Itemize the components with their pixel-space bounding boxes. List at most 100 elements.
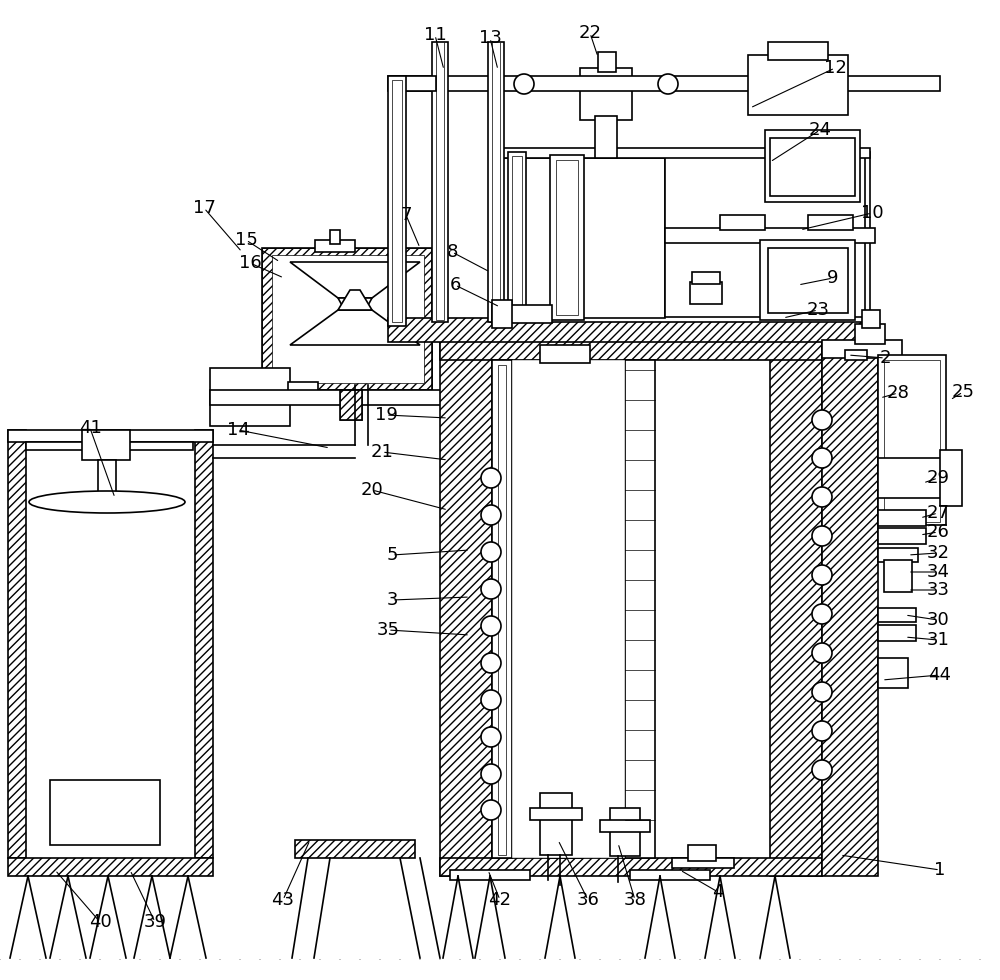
Circle shape — [481, 690, 501, 710]
Text: 5: 5 — [386, 546, 398, 564]
Circle shape — [481, 468, 501, 488]
Bar — [488, 42, 504, 322]
Bar — [665, 155, 865, 317]
Bar — [432, 42, 448, 322]
Bar — [390, 76, 940, 91]
Bar — [690, 282, 722, 304]
Bar — [492, 360, 512, 858]
Circle shape — [812, 721, 832, 741]
Bar — [295, 840, 415, 858]
Bar — [288, 382, 318, 394]
Bar — [598, 52, 616, 72]
Text: 28: 28 — [887, 384, 909, 402]
Text: 29: 29 — [926, 469, 950, 487]
Bar — [330, 230, 340, 244]
Circle shape — [481, 505, 501, 525]
Text: 44: 44 — [928, 666, 952, 684]
Bar — [540, 793, 572, 855]
Text: 2: 2 — [879, 349, 891, 367]
Text: 19: 19 — [375, 406, 397, 424]
Bar — [8, 430, 213, 442]
Bar — [50, 780, 160, 845]
Bar — [878, 528, 926, 544]
Circle shape — [481, 764, 501, 784]
Text: 33: 33 — [926, 581, 950, 599]
Bar — [720, 215, 765, 230]
Polygon shape — [338, 298, 372, 320]
Bar — [770, 138, 855, 196]
Circle shape — [812, 643, 832, 663]
Bar — [878, 608, 916, 622]
Bar — [878, 355, 946, 525]
Text: 14: 14 — [227, 421, 249, 439]
Bar — [490, 148, 870, 158]
Circle shape — [481, 727, 501, 747]
Bar — [768, 248, 848, 313]
Bar — [595, 116, 617, 158]
Circle shape — [812, 682, 832, 702]
Bar — [450, 870, 530, 880]
Bar — [748, 55, 848, 115]
Text: 34: 34 — [926, 563, 950, 581]
Bar — [688, 845, 716, 861]
Bar — [878, 458, 946, 498]
Text: 20: 20 — [361, 481, 383, 499]
Bar — [528, 78, 586, 90]
Bar — [530, 808, 582, 820]
Circle shape — [812, 410, 832, 430]
Bar — [388, 76, 436, 91]
Bar — [672, 858, 734, 868]
Text: 23: 23 — [806, 301, 830, 319]
Text: 13: 13 — [479, 29, 501, 47]
Bar — [878, 625, 916, 641]
Bar — [8, 430, 26, 858]
Bar — [548, 360, 583, 858]
Bar — [82, 430, 130, 460]
Polygon shape — [338, 290, 372, 310]
Bar — [492, 305, 552, 323]
Circle shape — [481, 653, 501, 673]
Circle shape — [812, 487, 832, 507]
Text: 1: 1 — [934, 861, 946, 879]
Bar — [630, 870, 710, 880]
Bar — [262, 248, 432, 390]
Polygon shape — [290, 262, 420, 298]
Circle shape — [812, 526, 832, 546]
Text: 35: 35 — [376, 621, 400, 639]
Bar — [556, 160, 578, 315]
Bar — [884, 560, 912, 592]
Text: 16: 16 — [239, 254, 261, 272]
Bar — [878, 658, 908, 688]
Text: 3: 3 — [386, 591, 398, 609]
Bar — [492, 42, 500, 320]
Bar — [768, 42, 828, 60]
Bar — [210, 390, 460, 405]
Bar — [550, 155, 584, 320]
Bar — [440, 340, 822, 360]
Text: 4: 4 — [712, 883, 724, 901]
Bar — [940, 450, 962, 506]
Bar — [770, 340, 822, 876]
Bar — [440, 340, 492, 876]
Bar — [855, 324, 885, 344]
Bar — [508, 152, 526, 320]
Bar — [822, 340, 902, 358]
Text: 8: 8 — [446, 243, 458, 261]
Text: 32: 32 — [926, 544, 950, 562]
Text: 24: 24 — [808, 121, 832, 139]
Bar — [495, 158, 665, 318]
Bar — [512, 360, 625, 858]
Bar — [760, 240, 855, 320]
Bar — [8, 858, 213, 876]
Bar — [272, 255, 424, 383]
Bar — [692, 272, 720, 284]
Text: 38: 38 — [624, 891, 646, 909]
Bar — [610, 808, 640, 856]
Text: 31: 31 — [927, 631, 949, 649]
Bar — [765, 130, 860, 202]
Bar — [315, 240, 355, 252]
Text: 17: 17 — [193, 199, 215, 217]
Text: 15: 15 — [235, 231, 257, 249]
Bar — [580, 68, 632, 120]
Text: 12: 12 — [824, 59, 846, 77]
